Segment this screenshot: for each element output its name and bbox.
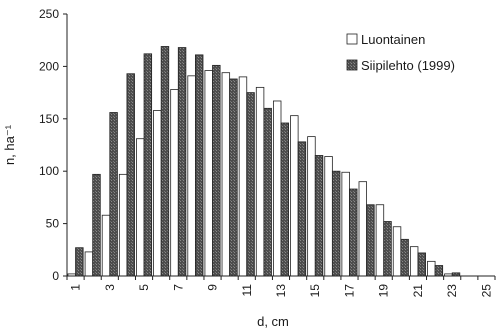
y-tick-label-0: 0 bbox=[52, 269, 59, 283]
y-tick-label-50: 50 bbox=[46, 217, 60, 231]
x-tick-label-17: 17 bbox=[342, 284, 356, 298]
bar-siipilehto-d22 bbox=[434, 265, 444, 277]
legend-swatch-luontainen bbox=[346, 33, 358, 45]
bar-siipilehto-d20 bbox=[400, 238, 409, 277]
x-tick-label-11: 11 bbox=[240, 284, 254, 297]
bar-luontainen-d2 bbox=[84, 251, 94, 277]
bar-siipilehto-d14 bbox=[297, 141, 307, 277]
bar-luontainen-d6 bbox=[153, 110, 162, 277]
bar-siipilehto-d7 bbox=[177, 47, 187, 277]
bar-siipilehto-d16 bbox=[331, 170, 341, 277]
x-tick-label-19: 19 bbox=[377, 284, 391, 298]
bar-siipilehto-d12 bbox=[263, 107, 272, 277]
bar-luontainen-d7 bbox=[170, 89, 179, 277]
x-tick-label-9: 9 bbox=[206, 284, 220, 291]
bar-luontainen-d15 bbox=[307, 136, 316, 277]
bar-luontainen-d8 bbox=[187, 75, 196, 277]
bar-siipilehto-d11 bbox=[246, 92, 255, 277]
x-tick-label-1: 1 bbox=[69, 284, 83, 291]
bar-siipilehto-d8 bbox=[194, 54, 204, 277]
bar-siipilehto-d17 bbox=[349, 188, 358, 277]
bar-luontainen-d22 bbox=[427, 260, 436, 277]
bar-luontainen-d12 bbox=[255, 86, 265, 277]
x-tick-label-21: 21 bbox=[411, 284, 425, 298]
bar-luontainen-d16 bbox=[324, 156, 333, 277]
bar-siipilehto-d1 bbox=[75, 247, 84, 277]
bar-siipilehto-d10 bbox=[229, 78, 238, 277]
legend: Luontainen Siipilehto (1999) bbox=[346, 32, 455, 73]
x-tick-label-3: 3 bbox=[103, 284, 117, 291]
legend-label-siipilehto: Siipilehto (1999) bbox=[361, 58, 455, 73]
legend-swatch-siipilehto bbox=[346, 59, 358, 71]
bar-luontainen-d13 bbox=[272, 100, 282, 277]
bar-luontainen-d14 bbox=[290, 115, 299, 277]
bar-luontainen-d21 bbox=[409, 246, 419, 277]
bar-luontainen-d10 bbox=[221, 72, 231, 277]
y-tick-label-200: 200 bbox=[39, 59, 59, 73]
x-tick-label-13: 13 bbox=[274, 284, 288, 298]
bar-luontainen-d3 bbox=[101, 214, 111, 277]
bar-luontainen-d17 bbox=[341, 171, 350, 277]
y-tick-label-150: 150 bbox=[39, 112, 59, 126]
bar-siipilehto-d9 bbox=[212, 64, 221, 277]
bar-siipilehto-d13 bbox=[280, 122, 289, 277]
bars-layer bbox=[67, 46, 461, 277]
bar-luontainen-d9 bbox=[204, 70, 213, 277]
x-axis-title: d, cm bbox=[257, 314, 289, 329]
bar-siipilehto-d19 bbox=[383, 221, 392, 277]
y-axis-title: n, ha⁻¹ bbox=[2, 124, 17, 165]
x-tick-label-15: 15 bbox=[308, 284, 322, 298]
legend-label-luontainen: Luontainen bbox=[361, 32, 425, 47]
axes-layer bbox=[66, 14, 495, 277]
y-tick-label-100: 100 bbox=[39, 164, 59, 178]
bar-luontainen-d18 bbox=[358, 181, 367, 277]
x-tick-label-5: 5 bbox=[137, 284, 151, 291]
x-tick-label-23: 23 bbox=[445, 284, 459, 298]
x-tick-label-7: 7 bbox=[171, 284, 185, 291]
bar-luontainen-d5 bbox=[136, 138, 145, 277]
bar-siipilehto-d6 bbox=[160, 46, 170, 277]
y-tick-label-250: 250 bbox=[39, 7, 59, 21]
bar-siipilehto-d15 bbox=[314, 155, 324, 277]
bar-siipilehto-d4 bbox=[126, 73, 135, 277]
bar-luontainen-d11 bbox=[238, 76, 248, 277]
bar-siipilehto-d2 bbox=[92, 173, 101, 277]
x-tick-label-25: 25 bbox=[479, 284, 493, 298]
bar-siipilehto-d5 bbox=[143, 53, 153, 277]
bar-siipilehto-d21 bbox=[417, 252, 426, 277]
bar-luontainen-d19 bbox=[375, 204, 385, 277]
bar-luontainen-d20 bbox=[392, 226, 402, 277]
bar-siipilehto-d3 bbox=[109, 112, 118, 277]
bar-siipilehto-d18 bbox=[366, 204, 375, 277]
bar-luontainen-d4 bbox=[118, 173, 128, 277]
